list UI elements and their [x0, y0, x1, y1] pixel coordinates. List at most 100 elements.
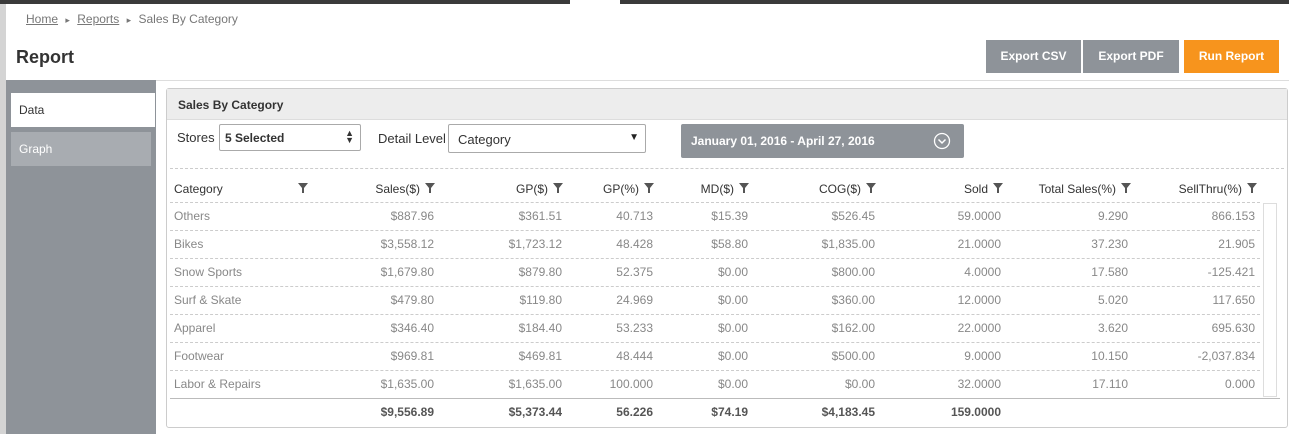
cell: $162.00: [831, 321, 875, 335]
filter-icon[interactable]: [644, 183, 654, 193]
cell: 21.0000: [957, 237, 1001, 251]
cell: 22.0000: [957, 321, 1001, 335]
cell: 9.0000: [964, 349, 1001, 363]
detail-value: Category: [458, 132, 511, 147]
cell: 37.230: [1091, 237, 1128, 251]
total-cell: $9,556.89: [380, 405, 434, 419]
filter-icon[interactable]: [298, 183, 308, 193]
column-header: Sales($): [375, 182, 420, 196]
breadcrumb-link[interactable]: Reports: [77, 12, 120, 26]
cell: $879.80: [518, 265, 562, 279]
column-header: Sold: [963, 182, 988, 196]
row-divider: [170, 258, 1260, 259]
export-csv-button[interactable]: Export CSV: [986, 40, 1081, 73]
cell: $0.00: [844, 377, 875, 391]
cell: 59.0000: [957, 209, 1001, 223]
cell: $969.81: [390, 349, 434, 363]
cell: Labor & Repairs: [174, 377, 261, 391]
cell: $119.80: [519, 293, 563, 307]
cell: $1,635.00: [508, 377, 562, 391]
tab-data[interactable]: Data: [11, 93, 155, 127]
detail-select[interactable]: Category ▼: [448, 124, 646, 153]
cell: $1,835.00: [821, 237, 875, 251]
cell: -2,037.834: [1197, 349, 1255, 363]
cell: 53.233: [616, 321, 653, 335]
cell: 5.020: [1097, 293, 1128, 307]
tab-graph[interactable]: Graph: [11, 132, 151, 166]
cell: $500.00: [831, 349, 875, 363]
cell: 12.0000: [957, 293, 1001, 307]
row-divider: [170, 342, 1260, 343]
filter-icon[interactable]: [425, 183, 435, 193]
column-header: SellThru(%): [1178, 182, 1242, 196]
cell: 21.905: [1218, 237, 1255, 251]
total-cell: $4,183.45: [821, 405, 875, 419]
panel-header: [167, 89, 1287, 120]
row-divider: [170, 202, 1260, 203]
cell: 695.630: [1211, 321, 1255, 335]
cell: 3.620: [1097, 321, 1128, 335]
row-divider: [170, 314, 1260, 315]
cell: $0.00: [717, 321, 748, 335]
scrollbar[interactable]: [1263, 203, 1277, 397]
cell: $184.40: [518, 321, 562, 335]
cell: -125.421: [1207, 265, 1255, 279]
detail-label: Detail Level: [378, 131, 446, 146]
cell: 40.713: [616, 209, 653, 223]
cell: 4.0000: [964, 265, 1001, 279]
date-range-button[interactable]: January 01, 2016 - April 27, 2016: [681, 124, 964, 158]
date-range: January 01, 2016 - April 27, 2016: [691, 134, 875, 148]
column-header: MD($): [700, 182, 734, 196]
cell: 32.0000: [957, 377, 1001, 391]
cell: $15.39: [711, 209, 748, 223]
column-header: Total Sales(%): [1038, 182, 1116, 196]
filter-icon[interactable]: [739, 183, 749, 193]
cell: $0.00: [717, 377, 748, 391]
cell: Footwear: [174, 349, 225, 363]
stores-label: Stores: [177, 130, 215, 145]
filter-icon[interactable]: [993, 183, 1003, 193]
filter-icon[interactable]: [553, 183, 563, 193]
top-bar: [0, 0, 570, 4]
breadcrumb: Home ▸ Reports ▸ Sales By Category: [26, 12, 238, 26]
cell: $0.00: [717, 293, 748, 307]
cell: $800.00: [831, 265, 875, 279]
cell: $526.45: [831, 209, 875, 223]
breadcrumb-link[interactable]: Home: [26, 12, 59, 26]
total-cell: 56.226: [616, 405, 653, 419]
panel: [166, 88, 1288, 428]
cell: $0.00: [717, 265, 748, 279]
chevron-icon: [933, 132, 951, 150]
cell: 0.000: [1224, 377, 1255, 391]
panel-title: Sales By Category: [178, 98, 284, 112]
cell: $0.00: [717, 349, 748, 363]
cell: $360.00: [831, 293, 875, 307]
cell: 48.428: [616, 237, 653, 251]
divider: [6, 80, 1289, 81]
row-divider: [170, 286, 1260, 287]
run-report-button[interactable]: Run Report: [1184, 40, 1279, 73]
stores-select[interactable]: 5 Selected ▲ ▼: [219, 124, 361, 151]
cell: $469.81: [518, 349, 562, 363]
filter-icon[interactable]: [1247, 183, 1257, 193]
cell: Apparel: [174, 321, 216, 335]
cell: $346.40: [390, 321, 434, 335]
cell: 52.375: [616, 265, 653, 279]
cell: 9.290: [1097, 209, 1128, 223]
totals-divider: [170, 398, 1280, 399]
cell: Bikes: [174, 237, 204, 251]
filter-icon[interactable]: [866, 183, 876, 193]
export-pdf-button[interactable]: Export PDF: [1083, 40, 1179, 73]
row-divider: [170, 230, 1260, 231]
breadcrumb-current: Sales By Category: [138, 12, 238, 26]
cell: $1,679.80: [380, 265, 434, 279]
divider: [170, 168, 1284, 169]
column-header: COG($): [819, 182, 861, 196]
filter-icon[interactable]: [1121, 183, 1131, 193]
left-edge: [0, 4, 6, 434]
total-cell: 159.0000: [950, 405, 1001, 419]
cell: $361.51: [518, 209, 562, 223]
total-cell: $74.19: [711, 405, 748, 419]
cell: 10.150: [1091, 349, 1128, 363]
